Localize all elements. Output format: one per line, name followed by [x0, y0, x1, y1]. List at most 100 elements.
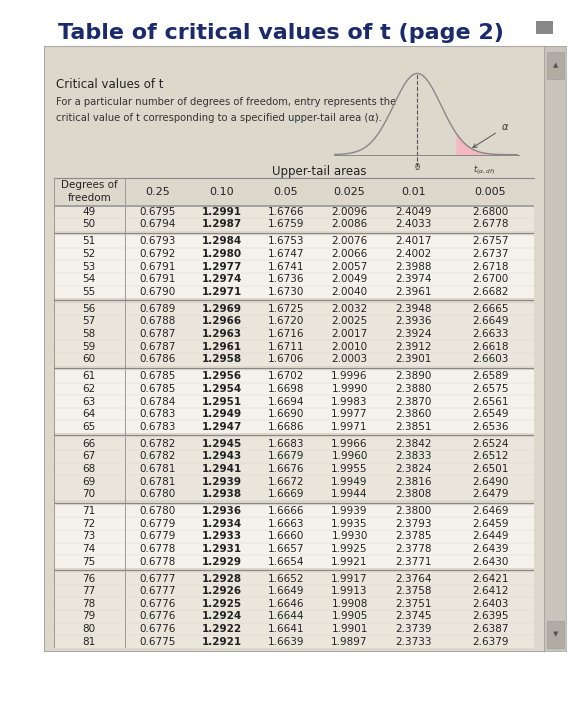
Text: ▲: ▲ [553, 62, 558, 68]
Text: 2.6589: 2.6589 [472, 371, 508, 381]
Text: 1.2941: 1.2941 [202, 464, 242, 474]
Text: 1.9949: 1.9949 [331, 477, 368, 486]
Text: 2.6682: 2.6682 [472, 287, 508, 297]
Text: 2.4017: 2.4017 [396, 237, 432, 246]
Bar [53, 438, 535, 450]
Text: 2.0010: 2.0010 [331, 342, 368, 352]
Text: 2.6439: 2.6439 [472, 544, 508, 554]
Text: 2.6430: 2.6430 [472, 556, 508, 567]
Text: 0.6784: 0.6784 [139, 397, 175, 407]
Text: 1.9983: 1.9983 [331, 397, 368, 407]
Text: 0.6777: 0.6777 [139, 586, 175, 596]
Text: 2.3771: 2.3771 [396, 556, 432, 567]
Text: 2.3870: 2.3870 [396, 397, 432, 407]
Text: 1.6766: 1.6766 [267, 207, 304, 217]
Text: 1.2974: 1.2974 [202, 274, 242, 285]
Text: 1.2933: 1.2933 [202, 532, 242, 542]
Text: 0.6781: 0.6781 [139, 477, 175, 486]
Text: 1.6698: 1.6698 [267, 384, 304, 394]
Text: 79: 79 [83, 611, 96, 621]
Text: 2.3824: 2.3824 [396, 464, 432, 474]
Text: 0.6779: 0.6779 [139, 519, 175, 529]
Text: 72: 72 [83, 519, 96, 529]
Text: 75: 75 [83, 556, 96, 567]
Text: $t_{(\alpha,df)}$: $t_{(\alpha,df)}$ [473, 163, 495, 176]
Text: 1.6649: 1.6649 [267, 586, 304, 596]
Text: 0.6795: 0.6795 [139, 207, 175, 217]
Bar [53, 408, 535, 420]
Text: 2.3733: 2.3733 [396, 637, 432, 647]
Text: 0.6789: 0.6789 [139, 304, 175, 314]
Text: 2.6387: 2.6387 [472, 624, 508, 634]
Text: 2.0086: 2.0086 [331, 220, 368, 229]
Text: 1.6663: 1.6663 [267, 519, 304, 529]
Text: 0.6781: 0.6781 [139, 464, 175, 474]
Text: 0.6783: 0.6783 [139, 409, 175, 419]
Text: ▼: ▼ [553, 631, 558, 637]
Text: 1.9977: 1.9977 [331, 409, 368, 419]
Text: 0.25: 0.25 [145, 186, 170, 197]
Text: 1.6669: 1.6669 [267, 489, 304, 499]
Bar [53, 178, 535, 205]
Text: 1.2949: 1.2949 [202, 409, 242, 419]
Bar [53, 370, 535, 383]
Text: 1.6644: 1.6644 [267, 611, 304, 621]
Text: Critical values of t: Critical values of t [56, 78, 164, 91]
Text: 1.6725: 1.6725 [267, 304, 304, 314]
Text: 1.2924: 1.2924 [202, 611, 242, 621]
Bar [53, 573, 535, 585]
Text: 0.6787: 0.6787 [139, 342, 175, 352]
Text: 1.2980: 1.2980 [202, 249, 242, 259]
Text: 2.3924: 2.3924 [396, 329, 432, 339]
Text: 2.6469: 2.6469 [472, 506, 508, 516]
Text: 0.6776: 0.6776 [139, 624, 175, 634]
Text: 1.2943: 1.2943 [202, 451, 242, 461]
Text: 1.6641: 1.6641 [267, 624, 304, 634]
Text: 1.2991: 1.2991 [202, 207, 242, 217]
Text: 2.6737: 2.6737 [472, 249, 508, 259]
Text: 2.3961: 2.3961 [396, 287, 432, 297]
Text: 0.10: 0.10 [209, 186, 234, 197]
Text: 1.2971: 1.2971 [202, 287, 242, 297]
Text: 1.2951: 1.2951 [202, 397, 242, 407]
Text: 1.2928: 1.2928 [202, 573, 242, 584]
Text: 2.6479: 2.6479 [472, 489, 508, 499]
Text: 2.3974: 2.3974 [396, 274, 432, 285]
Text: $\alpha$: $\alpha$ [473, 122, 509, 148]
Text: 0.6791: 0.6791 [139, 262, 175, 272]
Text: 2.0003: 2.0003 [331, 354, 368, 364]
Text: 1.2969: 1.2969 [202, 304, 242, 314]
Text: 1.9913: 1.9913 [331, 586, 368, 596]
Text: 78: 78 [83, 599, 96, 609]
Text: 1.2956: 1.2956 [202, 371, 242, 381]
Text: 1.6646: 1.6646 [267, 599, 304, 609]
Text: 1.2958: 1.2958 [202, 354, 242, 364]
Text: 1.6741: 1.6741 [267, 262, 304, 272]
Text: 2.6649: 2.6649 [472, 316, 508, 326]
Text: 0.6787: 0.6787 [139, 329, 175, 339]
Text: 1.9921: 1.9921 [331, 556, 368, 567]
Text: 1.9955: 1.9955 [331, 464, 368, 474]
Text: 2.6549: 2.6549 [472, 409, 508, 419]
Text: 2.6665: 2.6665 [472, 304, 508, 314]
Bar [53, 475, 535, 488]
Text: 0.6778: 0.6778 [139, 544, 175, 554]
Bar [53, 285, 535, 298]
Bar [53, 488, 535, 501]
Text: 70: 70 [83, 489, 96, 499]
Text: 0.05: 0.05 [273, 186, 298, 197]
Text: 2.3764: 2.3764 [396, 573, 432, 584]
Text: 2.4049: 2.4049 [396, 207, 432, 217]
Text: 81: 81 [83, 637, 96, 647]
Text: 1.6720: 1.6720 [267, 316, 304, 326]
Text: 1.9960: 1.9960 [331, 451, 368, 461]
Text: 80: 80 [83, 624, 96, 634]
Text: 1.6679: 1.6679 [267, 451, 304, 461]
Text: 1.6666: 1.6666 [267, 506, 304, 516]
Text: 0.6780: 0.6780 [139, 506, 175, 516]
Text: 2.3912: 2.3912 [396, 342, 432, 352]
Text: 77: 77 [83, 586, 96, 596]
Text: 2.3816: 2.3816 [396, 477, 432, 486]
Bar [53, 235, 535, 248]
Text: 53: 53 [83, 262, 96, 272]
